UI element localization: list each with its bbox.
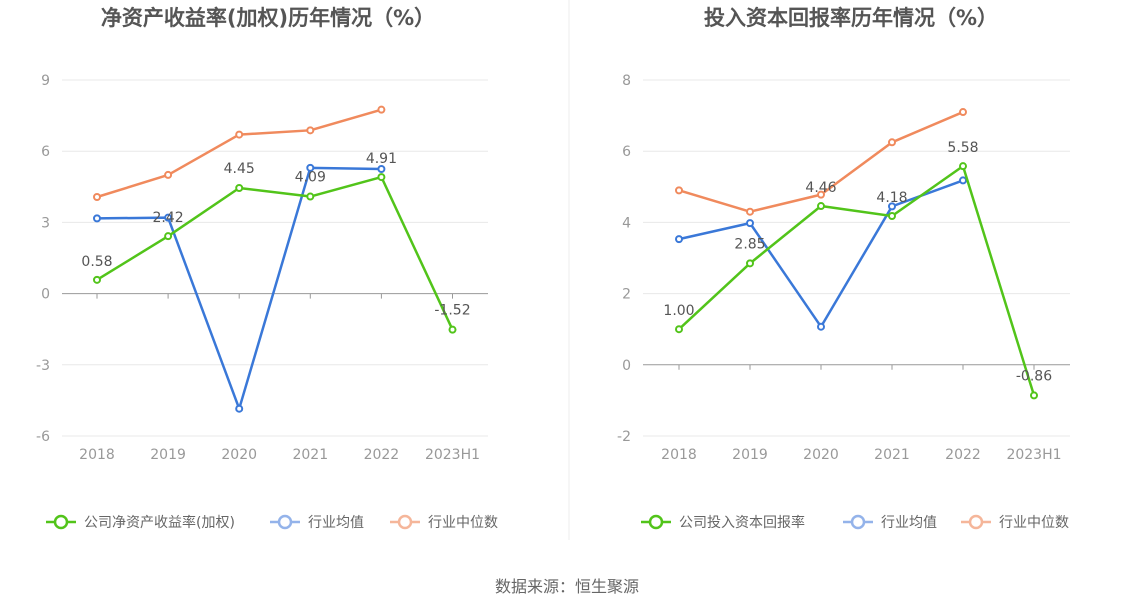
roe-data-label: 0.58 <box>81 254 112 270</box>
roe-x-tick-label: 2019 <box>150 447 186 463</box>
roe-data-point[interactable] <box>93 214 101 223</box>
roic-y-tick-label: 4 <box>622 215 631 231</box>
roe-y-tick-label: 0 <box>41 287 50 303</box>
roic-data-point[interactable] <box>746 259 754 268</box>
roe-series-line-2 <box>96 108 382 199</box>
roic-data-point[interactable] <box>1030 391 1038 400</box>
roic-y-tick-label: 0 <box>622 358 631 374</box>
roe-data-point[interactable] <box>164 232 173 241</box>
roic-data-point[interactable] <box>817 190 825 199</box>
legend-marker <box>850 514 866 530</box>
legend-marker <box>968 514 984 530</box>
roe-chart-title: 净资产收益率(加权)历年情况（%） <box>101 6 435 30</box>
roic-legend-item-2[interactable]: 行业中位数 <box>961 514 1069 531</box>
roe-data-point[interactable] <box>235 404 244 413</box>
roe-y-tick-label: 6 <box>41 144 50 160</box>
roic-series-line-0 <box>678 164 1036 396</box>
roic-data-point[interactable] <box>888 138 896 147</box>
roic-x-tick-label: 2018 <box>661 447 697 463</box>
roe-data-label: 2.42 <box>153 210 184 226</box>
roic-data-label: -0.86 <box>1016 368 1052 384</box>
roic-data-point[interactable] <box>817 322 825 331</box>
roe-data-point[interactable] <box>377 165 386 173</box>
legend-label: 公司投入资本回报率 <box>679 514 805 531</box>
legend-label: 公司净资产收益率(加权) <box>84 514 235 531</box>
roic-x-tick-label: 2023H1 <box>1006 447 1061 463</box>
roic-data-point[interactable] <box>959 162 967 171</box>
legend-marker <box>648 514 664 530</box>
roic-data-point[interactable] <box>959 176 967 185</box>
roic-x-tick-label: 2020 <box>803 447 839 463</box>
roe-x-tick-label: 2023H1 <box>425 447 480 463</box>
roic-y-tick-label: -2 <box>617 429 631 445</box>
roic-x-tick-label: 2019 <box>732 447 768 463</box>
roic-data-point[interactable] <box>675 325 683 334</box>
roic-data-label: 4.46 <box>805 180 836 196</box>
roe-data-point[interactable] <box>164 170 173 179</box>
legend-label: 行业中位数 <box>428 515 498 531</box>
roe-chart: 净资产收益率(加权)历年情况（%） 9 6 3 0 -3 -6 2018 2019 2020 20… <box>36 6 498 531</box>
roic-data-point[interactable] <box>675 235 683 244</box>
roe-legend-item-1[interactable]: 行业均值 <box>270 514 364 531</box>
roic-data-label: 5.58 <box>947 140 978 156</box>
roe-data-point[interactable] <box>306 192 315 201</box>
roic-y-tick-label: 2 <box>622 287 631 303</box>
roe-data-label: 4.45 <box>224 161 255 177</box>
roic-x-tick-label: 2022 <box>945 447 981 463</box>
roe-data-label: -1.52 <box>434 303 470 319</box>
roic-data-point[interactable] <box>959 108 967 117</box>
roe-data-point[interactable] <box>164 213 173 222</box>
roe-data-point[interactable] <box>93 275 101 284</box>
roic-x-tick-label: 2021 <box>874 447 910 463</box>
roe-data-point[interactable] <box>306 163 315 172</box>
roe-y-tick-label: 3 <box>41 215 50 231</box>
roic-y-tick-label: 8 <box>622 73 631 89</box>
roe-data-point[interactable] <box>306 126 315 135</box>
roe-y-tick-label: 9 <box>41 73 50 89</box>
roe-series-line-1 <box>96 166 382 410</box>
legend-label: 行业均值 <box>308 515 364 531</box>
roe-legend-item-2[interactable]: 行业中位数 <box>390 514 498 531</box>
legend-label: 行业中位数 <box>999 515 1069 531</box>
roe-data-label: 4.91 <box>366 151 397 167</box>
roic-data-point[interactable] <box>746 207 754 216</box>
roe-data-point[interactable] <box>448 325 457 334</box>
roe-series-line-0 <box>96 175 454 331</box>
roe-legend-item-0[interactable]: 公司净资产收益率(加权) <box>46 514 235 531</box>
roe-data-point[interactable] <box>235 130 244 139</box>
legend-label: 行业均值 <box>881 515 937 531</box>
roe-y-tick-label: -3 <box>36 358 50 374</box>
legend-marker <box>397 514 413 530</box>
roic-data-label: 4.18 <box>876 190 907 206</box>
roic-legend-item-0[interactable]: 公司投入资本回报率 <box>641 514 805 531</box>
legend-marker <box>277 514 293 530</box>
roic-data-label: 2.85 <box>734 236 765 252</box>
roic-data-point[interactable] <box>888 211 896 220</box>
legend-marker <box>53 514 69 530</box>
roe-data-point[interactable] <box>377 173 386 182</box>
roe-data-point[interactable] <box>235 183 244 192</box>
roe-x-tick-label: 2021 <box>292 447 328 463</box>
roic-chart-title: 投入资本回报率历年情况（%） <box>704 6 998 30</box>
roe-x-tick-label: 2018 <box>79 447 115 463</box>
roic-data-point[interactable] <box>888 202 896 211</box>
roe-x-tick-label: 2022 <box>364 447 400 463</box>
roic-data-label: 1.00 <box>663 303 694 319</box>
roic-y-tick-label: 6 <box>622 144 631 160</box>
roic-data-point[interactable] <box>746 219 754 228</box>
roic-legend-item-1[interactable]: 行业均值 <box>843 514 937 531</box>
roe-x-tick-label: 2020 <box>221 447 257 463</box>
data-source-note: 数据来源：恒生聚源 <box>495 577 639 596</box>
roe-data-point[interactable] <box>93 193 101 202</box>
roic-data-point[interactable] <box>675 186 683 195</box>
roic-data-point[interactable] <box>817 202 825 211</box>
roic-chart: 投入资本回报率历年情况（%） 8 6 4 2 0 -2 2018 2019 2020 2021 20… <box>617 6 1070 531</box>
roe-data-point[interactable] <box>377 105 386 114</box>
roe-y-tick-label: -6 <box>36 429 50 445</box>
roe-data-label: 4.09 <box>295 170 326 186</box>
